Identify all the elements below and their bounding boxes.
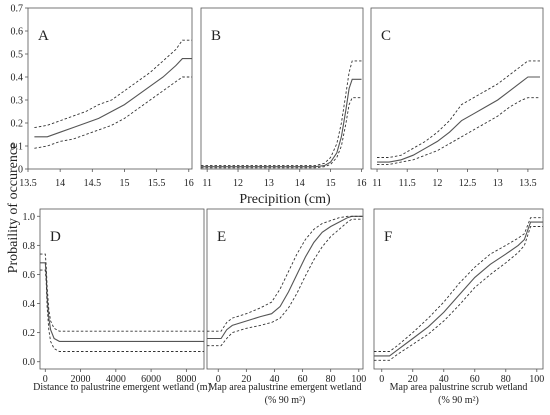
plot-frame bbox=[373, 208, 544, 370]
ci-upper-line bbox=[40, 253, 204, 332]
x-tick-label: 60 bbox=[470, 374, 480, 385]
x-tick-label: 11.5 bbox=[399, 178, 416, 189]
x-tick-label: 14 bbox=[55, 178, 65, 189]
top-row-x-axis-title: Precipition (cm) bbox=[239, 192, 331, 207]
x-tick-label: 2000 bbox=[71, 374, 91, 385]
y-tick-label: 0.5 bbox=[11, 50, 24, 61]
x-tick-label: 8000 bbox=[176, 374, 196, 385]
ci-lower-line bbox=[34, 76, 192, 149]
plot-frame bbox=[27, 7, 193, 170]
ci-lower-line bbox=[377, 97, 540, 165]
x-tick-label: 11 bbox=[372, 178, 382, 189]
x-axis-title: Map area palustrine emergent wetland bbox=[208, 382, 361, 393]
y-tick-label: 0.4 bbox=[11, 73, 24, 84]
ci-lower-line bbox=[207, 218, 363, 347]
x-axis-subtitle: (% 90 m²) bbox=[265, 395, 306, 406]
y-tick-label: 0.2 bbox=[23, 328, 36, 339]
x-tick-label: 0 bbox=[216, 374, 221, 385]
x-tick-label: 4000 bbox=[106, 374, 126, 385]
x-tick-label: 15 bbox=[326, 178, 336, 189]
y-tick-label: 0.6 bbox=[11, 27, 24, 38]
x-tick-label: 13 bbox=[264, 178, 274, 189]
x-tick-label: 60 bbox=[298, 374, 308, 385]
x-tick-label: 16 bbox=[184, 178, 194, 189]
ci-upper-line bbox=[201, 60, 362, 167]
y-tick-label: 0.4 bbox=[23, 299, 36, 310]
x-tick-label: 13 bbox=[493, 178, 503, 189]
y-tick-label: 0 bbox=[18, 165, 23, 176]
plot-frame bbox=[206, 208, 364, 370]
panel-c: C 11 11.5 12 12.5 13 13.5 bbox=[370, 7, 544, 189]
x-tick-label: 80 bbox=[326, 374, 336, 385]
plot-frame bbox=[200, 7, 364, 170]
x-tick-label: 12 bbox=[233, 178, 243, 189]
mean-probability-line bbox=[207, 215, 363, 340]
panel-letter: F bbox=[384, 229, 392, 245]
ci-lower-line bbox=[374, 226, 543, 361]
y-axis-title: Probaility of occurence bbox=[6, 143, 21, 274]
y-tick-label: 1.0 bbox=[23, 212, 36, 223]
x-tick-label: 13.5 bbox=[19, 178, 37, 189]
x-axis-title: Map area palustrine scrub wetland bbox=[390, 382, 528, 393]
mean-probability-line bbox=[34, 58, 192, 138]
x-tick-label: 0 bbox=[43, 374, 48, 385]
x-tick-label: 11 bbox=[202, 178, 212, 189]
x-tick-label: 20 bbox=[241, 374, 251, 385]
panel-b: B 11 12 13 14 15 16 bbox=[200, 7, 366, 189]
y-tick-label: 0.1 bbox=[11, 142, 24, 153]
mean-probability-line bbox=[40, 262, 204, 342]
mean-probability-line bbox=[201, 78, 362, 168]
panel-letter: A bbox=[38, 28, 49, 44]
x-tick-label: 12.5 bbox=[459, 178, 477, 189]
y-tick-label: 0.3 bbox=[11, 96, 24, 107]
x-tick-label: 6000 bbox=[141, 374, 161, 385]
x-tick-label: 15 bbox=[119, 178, 129, 189]
x-tick-label: 40 bbox=[269, 374, 279, 385]
ci-upper-line bbox=[377, 60, 540, 158]
panel-letter: B bbox=[211, 28, 221, 44]
x-tick-label: 14 bbox=[295, 178, 305, 189]
y-tick-label: 0.7 bbox=[11, 4, 24, 15]
mean-probability-line bbox=[377, 76, 540, 163]
ci-upper-line bbox=[374, 217, 543, 352]
x-tick-label: 80 bbox=[501, 374, 511, 385]
y-tick-label: 0.2 bbox=[11, 119, 24, 130]
ci-lower-line bbox=[40, 269, 204, 352]
plot-frame bbox=[370, 7, 544, 170]
x-axis-title: Distance to palustrine emergent wetland … bbox=[33, 382, 211, 393]
ci-upper-line bbox=[34, 39, 192, 129]
y-tick-label: 0.6 bbox=[23, 270, 36, 281]
y-tick-label: 0.8 bbox=[23, 241, 36, 252]
panel-letter: E bbox=[217, 229, 226, 245]
x-tick-label: 16 bbox=[356, 178, 366, 189]
ci-lower-line bbox=[201, 97, 362, 169]
x-tick-label: 14.5 bbox=[84, 178, 102, 189]
mean-probability-line bbox=[374, 221, 543, 357]
y-tick-label: 0.0 bbox=[23, 357, 36, 368]
x-tick-label: 0 bbox=[379, 374, 384, 385]
panel-letter: C bbox=[381, 28, 391, 44]
ci-upper-line bbox=[207, 215, 363, 332]
x-tick-label: 12 bbox=[432, 178, 442, 189]
x-tick-label: 13.5 bbox=[519, 178, 537, 189]
panel-d: D 0 2000 4000 6000 8000 0.0 0.2 0.4 0.6 0.8 1.0 Dist… bbox=[23, 208, 211, 393]
x-axis-subtitle: (% 90 m²) bbox=[438, 395, 479, 406]
x-tick-label: 100 bbox=[529, 374, 544, 385]
panel-grid: A 13.5 14 14.5 15 15.5 16 0 0.1 0.2 0.3 0.4 0.5 0.6 0.… bbox=[11, 4, 545, 407]
panel-a: A 13.5 14 14.5 15 15.5 16 0 0.1 0.2 0.3 0.4 0.5 0.6 0.… bbox=[11, 4, 194, 190]
plot-frame bbox=[39, 208, 205, 370]
panel-letter: D bbox=[50, 229, 61, 245]
x-tick-label: 15.5 bbox=[148, 178, 166, 189]
x-tick-label: 20 bbox=[408, 374, 418, 385]
x-tick-label: 40 bbox=[439, 374, 449, 385]
x-tick-label: 100 bbox=[351, 374, 366, 385]
